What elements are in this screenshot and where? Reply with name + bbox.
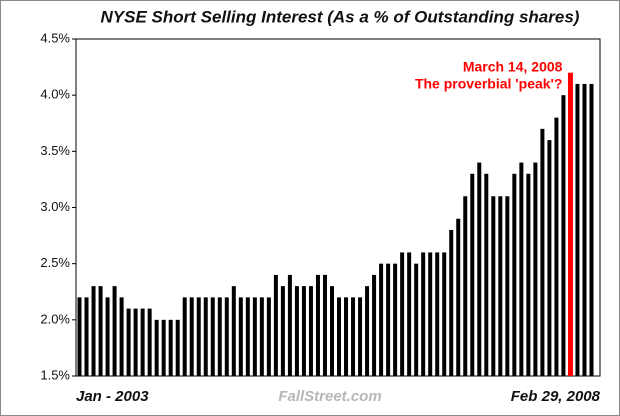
y-tick-label: 3.5% xyxy=(40,143,70,158)
bar xyxy=(365,286,370,376)
bar xyxy=(266,297,271,376)
bar xyxy=(358,297,363,376)
bar xyxy=(372,274,377,376)
x-tick-label: Jan - 2003 xyxy=(76,388,149,405)
bar xyxy=(442,252,447,376)
bar xyxy=(280,286,285,376)
bar xyxy=(168,319,173,376)
bar xyxy=(308,286,313,376)
bar xyxy=(407,252,412,376)
bar xyxy=(322,274,327,376)
bar xyxy=(337,297,342,376)
bar xyxy=(533,162,538,376)
bar xyxy=(273,274,278,376)
bar xyxy=(554,117,559,376)
bar xyxy=(582,83,587,376)
y-tick-label: 3.0% xyxy=(40,199,70,214)
bar xyxy=(161,319,166,376)
y-tick-label: 4.5% xyxy=(40,30,70,45)
bar xyxy=(505,196,510,376)
bar xyxy=(414,263,419,376)
bar xyxy=(140,308,145,376)
y-tick-label: 4.0% xyxy=(40,87,70,102)
bar xyxy=(210,297,215,376)
bar xyxy=(456,218,461,376)
bar xyxy=(547,140,552,376)
bar xyxy=(379,263,384,376)
bar xyxy=(105,297,110,376)
bar xyxy=(77,297,82,376)
bar xyxy=(351,297,356,376)
bar xyxy=(400,252,405,376)
bar xyxy=(182,297,187,376)
bar xyxy=(435,252,440,376)
bar xyxy=(449,229,454,376)
bar xyxy=(498,196,503,376)
bar xyxy=(203,297,208,376)
bar xyxy=(147,308,152,376)
bar xyxy=(196,297,201,376)
y-tick-label: 2.0% xyxy=(40,311,70,326)
bar xyxy=(119,297,124,376)
bar xyxy=(112,286,117,376)
bar xyxy=(470,173,475,376)
bar xyxy=(491,196,496,376)
annotation: March 14, 2008 xyxy=(463,59,563,75)
bar xyxy=(484,173,489,376)
bar xyxy=(91,286,96,376)
bar xyxy=(98,286,103,376)
bar xyxy=(589,83,594,376)
bar xyxy=(463,196,468,376)
bar xyxy=(344,297,349,376)
bar xyxy=(217,297,222,376)
bar xyxy=(540,128,545,376)
bar xyxy=(294,286,299,376)
chart-title: NYSE Short Selling Interest (As a % of O… xyxy=(101,7,580,26)
bar xyxy=(252,297,257,376)
bar xyxy=(238,297,243,376)
bar xyxy=(561,95,566,377)
bar xyxy=(224,297,229,376)
annotation: The proverbial 'peak'? xyxy=(415,76,562,92)
bar xyxy=(477,162,482,376)
watermark: FallStreet.com xyxy=(278,388,381,405)
bar xyxy=(512,173,517,376)
y-tick-label: 2.5% xyxy=(40,255,70,270)
bar xyxy=(259,297,264,376)
bar xyxy=(245,297,250,376)
bar xyxy=(526,173,531,376)
bar xyxy=(329,286,334,376)
y-tick-label: 1.5% xyxy=(40,367,70,382)
x-tick-label: Feb 29, 2008 xyxy=(511,388,601,405)
bar xyxy=(231,286,236,376)
bar xyxy=(154,319,159,376)
bar xyxy=(189,297,194,376)
bar xyxy=(301,286,306,376)
bar xyxy=(133,308,138,376)
highlight-bar xyxy=(567,72,573,376)
bar xyxy=(287,274,292,376)
bar xyxy=(575,83,580,376)
bar xyxy=(428,252,433,376)
bar xyxy=(519,162,524,376)
bar xyxy=(421,252,426,376)
bar xyxy=(126,308,131,376)
bar xyxy=(315,274,320,376)
bar xyxy=(393,263,398,376)
bar xyxy=(175,319,180,376)
bar xyxy=(386,263,391,376)
bar xyxy=(84,297,89,376)
